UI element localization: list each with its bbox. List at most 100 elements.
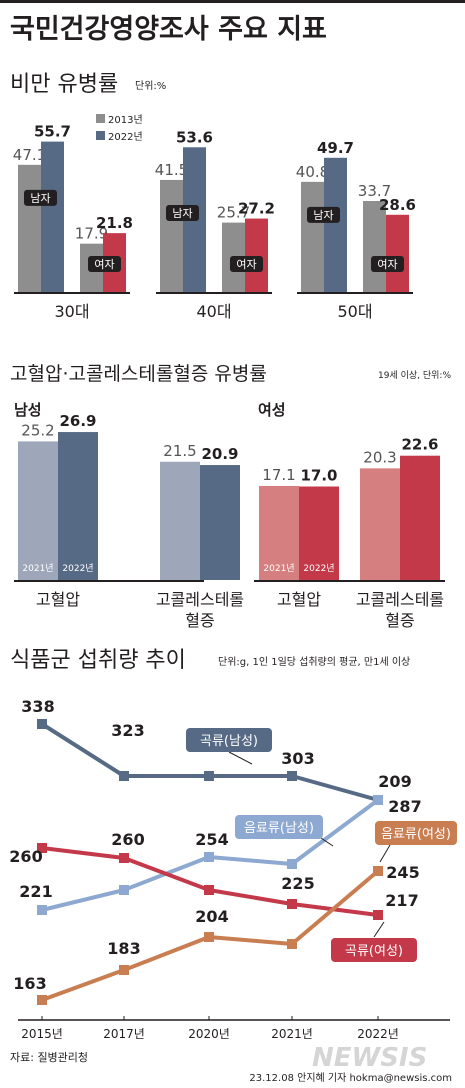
hyper-male-label: 남성	[14, 401, 42, 419]
food-point	[119, 965, 129, 975]
hyper-title: 고혈압·고콜레스테롤혈증 유병률	[10, 363, 267, 385]
food-value-label: 209	[378, 772, 411, 791]
food-value-label: 183	[107, 939, 140, 958]
hyper-value-label: 17.0	[300, 467, 337, 485]
male-badge-text: 남자	[172, 207, 192, 220]
food-point	[204, 885, 214, 895]
food-title: 식품군 섭취량 추이	[10, 648, 186, 673]
hyper-year-label: 2022년	[303, 563, 334, 574]
food-point	[119, 885, 129, 895]
food-value-label: 225	[281, 874, 314, 893]
food-value-label: 245	[386, 863, 419, 882]
food-point	[287, 939, 297, 949]
obesity-value-label: 55.7	[34, 123, 71, 141]
female-badge	[230, 256, 263, 272]
food-value-label: 338	[21, 697, 54, 716]
food-point	[37, 843, 47, 853]
food-value-label: 217	[385, 891, 418, 910]
food-point	[373, 795, 383, 805]
obesity-value-label: 28.6	[379, 196, 416, 214]
food-value-label: 260	[9, 847, 42, 866]
food-value-label: 204	[195, 907, 228, 926]
food-value-label: 260	[111, 830, 144, 849]
obesity-value-label: 53.6	[176, 128, 213, 146]
food-series-tag	[375, 821, 457, 845]
hyper-year-label: 2021년	[22, 563, 53, 574]
hyper-value-label: 26.9	[59, 412, 96, 430]
hyper-year-label: 2021년	[263, 563, 294, 574]
food-series-tag	[331, 938, 417, 962]
legend-label-2013: 2013년	[108, 114, 143, 126]
hyper-bar-3-0	[299, 486, 339, 580]
food-unit: 단위:g, 1인 1일당 섭취량의 평균, 만1세 이상	[218, 655, 410, 668]
legend-swatch-2022	[96, 131, 105, 140]
obesity-value-label: 41.5	[155, 161, 188, 179]
hyper-category-label: 고콜레스테롤	[356, 590, 444, 609]
food-point	[37, 995, 47, 1005]
female-badge-text: 여자	[94, 258, 114, 271]
obesity-bar-0-1	[41, 141, 64, 292]
hyper-value-label: 21.5	[163, 442, 196, 460]
legend-swatch-2013	[96, 114, 105, 123]
food-value-label: 221	[19, 882, 52, 901]
food-x-tick-label: 2021년	[271, 1027, 313, 1041]
hyper-bar-0-1	[160, 461, 200, 580]
food-series-tag	[235, 815, 323, 839]
male-badge	[307, 206, 340, 223]
female-badge	[88, 256, 121, 272]
food-value-label: 254	[195, 830, 228, 849]
hyper-value-label: 22.6	[401, 436, 438, 454]
food-point	[204, 771, 214, 781]
food-intake-chart: 2015년 2017년 2020년 2021년 2022년 338 323 303 209 221…	[9, 697, 457, 1041]
obesity-age-label: 40대	[196, 302, 231, 321]
food-x-tick-label: 2015년	[21, 1027, 63, 1041]
hyper-bar-1-0	[58, 432, 98, 580]
food-tag-leader	[373, 921, 385, 938]
male-badge-text: 남자	[30, 192, 50, 205]
page-title: 국민건강영양조사 주요 지표	[10, 14, 327, 45]
obesity-bar-1-3	[245, 218, 268, 292]
food-x-tick-label: 2017년	[103, 1027, 145, 1041]
male-badge-text: 남자	[313, 209, 333, 222]
obesity-bar-2-3	[386, 214, 409, 292]
hyper-bar-1-1	[200, 465, 240, 580]
legend-label-2022: 2022년	[108, 131, 143, 143]
food-point	[287, 899, 297, 909]
obesity-value-label: 21.8	[96, 214, 133, 232]
source-text: 자료: 질병관리청	[10, 1051, 88, 1064]
female-badge	[371, 256, 404, 272]
obesity-value-label: 25.7	[217, 204, 250, 222]
hyper-bar-2-1	[360, 468, 400, 580]
credit-text: 23.12.08 안지혜 기자 hokma@newsis.com	[249, 1072, 452, 1084]
food-point	[37, 719, 47, 729]
food-x-tick-label: 2020년	[188, 1027, 230, 1041]
food-tag-leader	[228, 751, 253, 765]
hyper-value-label: 25.2	[21, 421, 54, 439]
food-value-label: 303	[281, 749, 314, 768]
food-point	[37, 905, 47, 915]
newsis-logo: NEWSIS	[312, 1043, 427, 1073]
food-series-tag-text: 곡류(남성)	[200, 734, 258, 749]
food-series-tag-text: 곡류(여성)	[345, 944, 403, 959]
male-badge	[166, 204, 199, 221]
female-badge-text: 여자	[236, 258, 256, 271]
hyper-value-label: 20.9	[201, 445, 238, 463]
food-series-tag-text: 음료류(남성)	[244, 821, 314, 836]
food-point	[287, 859, 297, 869]
food-series-tag	[186, 728, 272, 752]
obesity-title: 비만 유병률	[10, 72, 118, 97]
food-value-label: 323	[111, 721, 144, 740]
hyper-category-label-line2: 혈증	[185, 611, 214, 630]
hyper-bar-0-0	[18, 441, 58, 580]
food-point	[373, 910, 383, 920]
food-point	[287, 771, 297, 781]
food-series-tag-text: 음료류(여성)	[381, 827, 451, 842]
obesity-bar-2-2	[363, 201, 386, 292]
hyper-category-label: 고혈압	[36, 590, 80, 609]
food-point	[204, 932, 214, 942]
hyper-year-label: 2022년	[62, 563, 93, 574]
food-point	[119, 853, 129, 863]
food-point	[119, 771, 129, 781]
